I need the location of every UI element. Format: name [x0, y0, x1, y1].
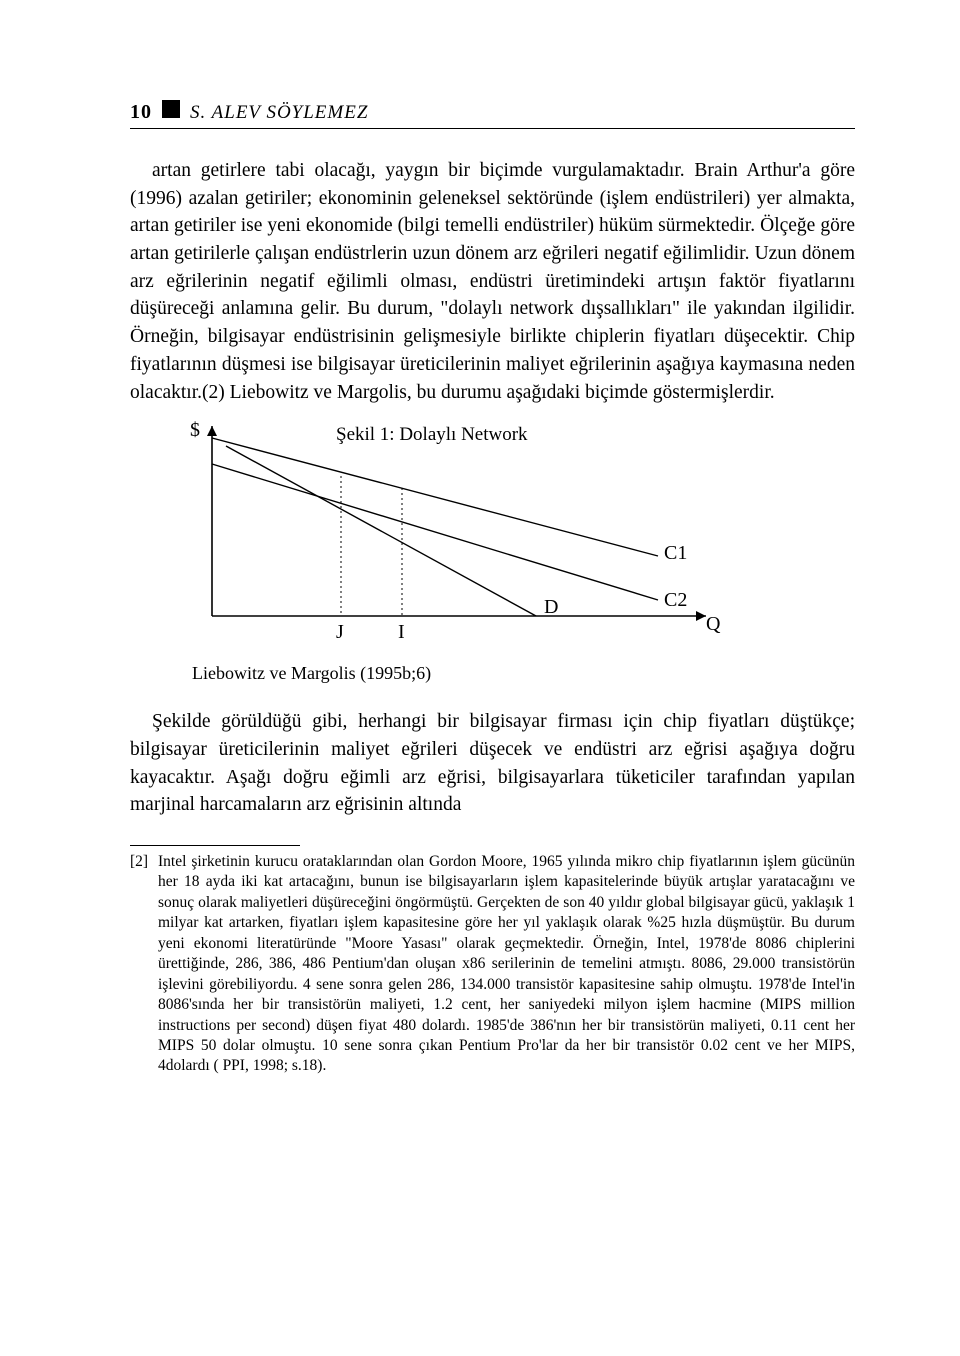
footnote-2: [2] Intel şirketinin kurucu orataklarınd…: [130, 852, 855, 1077]
chart-caption: Liebowitz ve Margolis (1995b;6): [192, 663, 855, 684]
header-block-icon: [162, 100, 180, 118]
svg-text:D: D: [544, 596, 558, 618]
svg-text:C1: C1: [664, 542, 687, 564]
page-header: 10 S. ALEV SÖYLEMEZ: [130, 100, 855, 129]
svg-text:J: J: [336, 621, 344, 643]
footnote-marker: [2]: [130, 852, 158, 1077]
author-name: S. ALEV SÖYLEMEZ: [190, 102, 368, 124]
svg-text:Şekil 1: Dolaylı Network: Şekil 1: Dolaylı Network: [336, 424, 528, 445]
svg-text:$: $: [190, 419, 200, 441]
footnote-text: Intel şirketinin kurucu orataklarından o…: [158, 852, 855, 1077]
svg-text:I: I: [398, 621, 405, 643]
network-chart-svg: $ Q Şekil 1: Dolaylı Network C1 C2 D J I: [166, 416, 726, 656]
footnote-rule: [130, 845, 300, 846]
svg-text:C2: C2: [664, 589, 687, 611]
page-container: 10 S. ALEV SÖYLEMEZ artan getirlere tabi…: [0, 0, 960, 1356]
paragraph-1: artan getirlere tabi olacağı, yaygın bir…: [130, 157, 855, 406]
svg-text:Q: Q: [706, 613, 721, 635]
chart-figure: $ Q Şekil 1: Dolaylı Network C1 C2 D J I Liebow…: [166, 416, 855, 684]
paragraph-2: Şekilde görüldüğü gibi, herhangi bir bil…: [130, 708, 855, 819]
page-number: 10: [130, 101, 152, 124]
